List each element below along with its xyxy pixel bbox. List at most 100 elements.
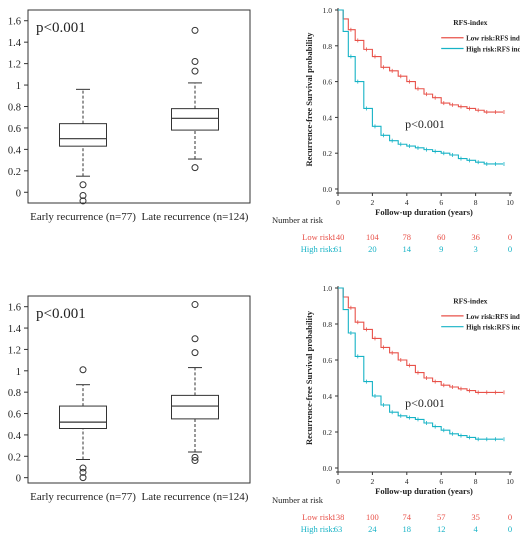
- outlier-point: [79, 181, 87, 189]
- x-tick-label: 6: [439, 198, 443, 207]
- legend-label-high: High risk:RFS index<0.52: [466, 45, 520, 53]
- legend-title: RFS-index: [453, 296, 487, 305]
- y-tick-label: 0.8: [323, 42, 333, 51]
- plot-frame: [27, 295, 251, 484]
- risk-count: 9: [439, 244, 443, 254]
- y-tick-label: 0.4: [323, 392, 333, 401]
- x-tick-label: 10: [506, 477, 514, 486]
- outlier-point: [79, 464, 87, 472]
- group-label: Late recurrence (n=124): [142, 491, 249, 503]
- risk-count: 18: [403, 524, 412, 534]
- y-tick-label: 1.2: [8, 60, 21, 71]
- risk-count: 24: [368, 524, 377, 534]
- risk-count: 4: [473, 524, 478, 534]
- box: [171, 108, 219, 131]
- outlier-point: [79, 468, 87, 476]
- y-tick-label: 0.8: [8, 103, 21, 114]
- boxplot-panel-b: 0 0.2 0.4 0.6 0.8 1 1.2 1.4 1.6 RFS index p<0.001 E…: [0, 295, 251, 503]
- risk-count: 104: [366, 232, 380, 242]
- risk-count: 0: [508, 232, 512, 242]
- x-tick-label: 6: [439, 477, 443, 486]
- survival-curve-high: [338, 9, 504, 165]
- y-axis-label: Recurrence-free Survival probability: [304, 32, 314, 167]
- y-tick-label: 0.6: [323, 78, 333, 87]
- risk-count: 57: [437, 512, 446, 522]
- y-tick-label: 0.2: [8, 167, 21, 178]
- legend-label-low: Low risk:RFS index≥0.52: [466, 35, 520, 43]
- outlier-point: [191, 349, 199, 357]
- risk-count: 140: [332, 232, 345, 242]
- outlier-point: [191, 457, 199, 465]
- y-tick-label: 0.8: [323, 320, 333, 329]
- y-tick-label: 0: [16, 188, 21, 199]
- outlier-point: [79, 197, 87, 205]
- y-tick-label: 0.6: [8, 124, 21, 135]
- risk-count: 35: [471, 512, 480, 522]
- x-tick-label: 4: [405, 198, 409, 207]
- outlier-point: [191, 301, 199, 309]
- y-tick-label: 0.4: [8, 431, 22, 442]
- survival-curve-low: [338, 9, 504, 113]
- group-label: Early recurrence (n=77): [30, 491, 136, 503]
- p-value-text: p<0.001: [405, 396, 445, 410]
- outlier-point: [79, 474, 87, 482]
- risk-count: 61: [334, 244, 343, 254]
- y-axis-label: RFS index: [0, 80, 1, 134]
- y-tick-label: 0.0: [323, 185, 333, 194]
- outlier-point: [191, 335, 199, 343]
- risk-count: 63: [334, 524, 343, 534]
- p-value-text: p<0.001: [36, 306, 86, 322]
- boxplot-panel-a: 0 0.2 0.4 0.6 0.8 1 1.2 1.4 1.6 RFS index p<0.001 E…: [0, 9, 251, 223]
- risk-table-title: Number at risk: [272, 215, 324, 225]
- x-axis-label: Follow-up duration (years): [375, 486, 473, 496]
- x-tick-label: 8: [474, 198, 478, 207]
- y-axis-label: Recurrence-free Survival probability: [304, 310, 314, 445]
- outlier-point: [79, 366, 87, 374]
- risk-count: 12: [437, 524, 446, 534]
- p-value-text: p<0.001: [405, 117, 445, 131]
- risk-count: 3: [473, 244, 477, 254]
- risk-count: 0: [508, 512, 512, 522]
- x-tick-label: 0: [336, 477, 340, 486]
- risk-count: 78: [403, 232, 412, 242]
- y-tick-label: 0.2: [323, 149, 333, 158]
- risk-row-label: High risk:: [301, 244, 335, 254]
- risk-row-label: Low risk:: [302, 512, 335, 522]
- box-group: Late recurrence (n=124): [142, 26, 249, 223]
- legend-title: RFS-index: [453, 18, 487, 27]
- box-group: Early recurrence (n=77): [30, 88, 136, 223]
- risk-row-label: Low risk:: [302, 232, 335, 242]
- risk-table-title: Number at risk: [272, 495, 324, 505]
- p-value-text: p<0.001: [36, 20, 86, 36]
- outlier-point: [191, 57, 199, 65]
- y-axis-label: RFS index: [0, 363, 1, 417]
- y-tick-label: 0: [16, 474, 21, 485]
- box: [59, 405, 107, 430]
- y-tick-label: 0.4: [323, 113, 333, 122]
- x-tick-label: 10: [506, 198, 514, 207]
- y-tick-label: 1.6: [8, 303, 21, 314]
- outlier-point: [191, 26, 199, 34]
- y-tick-label: 1.0: [323, 284, 333, 293]
- legend-label-high: High risk:RFS index<0.52: [466, 324, 520, 332]
- risk-count: 20: [368, 244, 377, 254]
- y-tick-label: 1.0: [323, 6, 333, 15]
- y-tick-label: 0.8: [8, 388, 21, 399]
- risk-count: 60: [437, 232, 446, 242]
- y-tick-label: 1.6: [8, 17, 21, 28]
- box-group: Early recurrence (n=77): [30, 366, 136, 503]
- risk-count: 14: [403, 244, 412, 254]
- y-tick-label: 0.0: [323, 464, 333, 473]
- y-tick-label: 0.4: [8, 145, 22, 156]
- box: [59, 123, 107, 147]
- x-tick-label: 8: [474, 477, 478, 486]
- outlier-point: [191, 67, 199, 75]
- risk-count: 0: [508, 524, 512, 534]
- x-tick-label: 0: [336, 198, 340, 207]
- y-tick-label: 0.2: [323, 428, 333, 437]
- legend-label-low: Low risk:RFS index≥0.52: [466, 313, 520, 321]
- risk-count: 74: [403, 512, 412, 522]
- y-tick-label: 1: [16, 367, 21, 378]
- risk-count: 36: [471, 232, 480, 242]
